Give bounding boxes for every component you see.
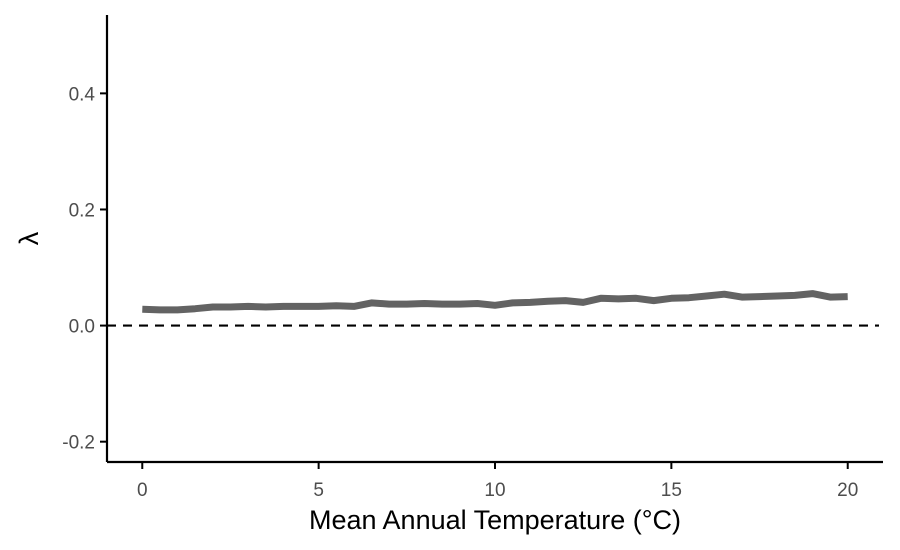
y-tick-label: 0.4 bbox=[69, 84, 96, 105]
y-tick-label: 0.0 bbox=[69, 317, 95, 338]
series-line bbox=[142, 290, 848, 314]
y-tick-label: -0.2 bbox=[62, 433, 95, 454]
x-tick-label: 0 bbox=[137, 480, 148, 501]
y-tick-label: 0.2 bbox=[69, 200, 95, 221]
x-tick-label: 20 bbox=[837, 480, 858, 501]
x-tick-label: 15 bbox=[661, 480, 682, 501]
x-axis-title: Mean Annual Temperature (°C) bbox=[309, 505, 681, 535]
x-tick-label: 5 bbox=[313, 480, 324, 501]
y-axis-title: λ bbox=[14, 231, 44, 245]
x-tick-label: 10 bbox=[484, 480, 505, 501]
